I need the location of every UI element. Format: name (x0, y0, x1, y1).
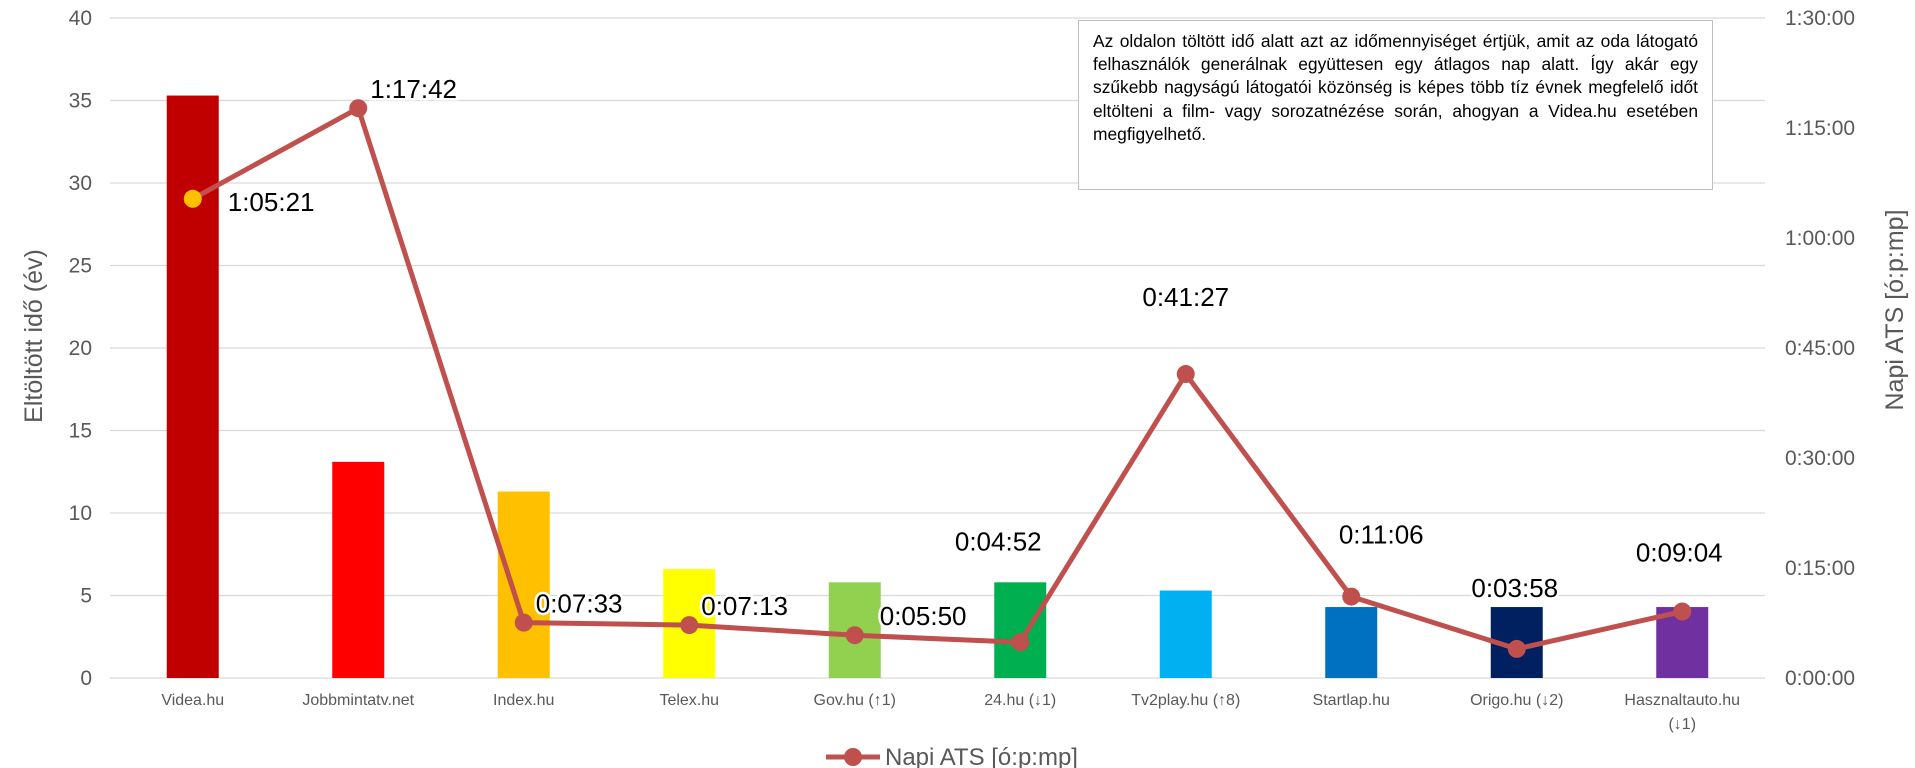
line-marker (680, 616, 699, 635)
line-marker (1507, 639, 1526, 658)
line-marker (349, 99, 368, 118)
legend-marker-swatch (844, 748, 862, 766)
data-label: 0:04:52 (955, 526, 1042, 556)
y-tick-label: 30 (69, 172, 92, 195)
x-tick-label: Origo.hu (↓2) (1470, 692, 1563, 709)
y-tick-label: 20 (69, 337, 92, 360)
data-label: 1:17:42 (370, 74, 457, 104)
bar (332, 461, 385, 678)
data-label: 0:09:04 (1636, 538, 1723, 568)
data-label: 0:07:13 (701, 591, 788, 621)
y2-axis-title: Napi ATS [ó:p:mp] (1881, 209, 1909, 410)
line-marker (1342, 587, 1361, 606)
x-axis-labels: Videa.hu Jobbmintatv.net Index.hu Telex.hu G… (161, 692, 1740, 733)
line-marker (514, 613, 533, 632)
x-tick-label: Videa.hu (161, 692, 224, 709)
x-tick-label: 24.hu (↓1) (984, 692, 1056, 709)
data-label: 0:41:27 (1142, 282, 1229, 312)
x-tick-label: Jobbmintatv.net (302, 692, 414, 709)
data-label: 0:03:58 (1471, 573, 1558, 603)
ats-line-series (183, 99, 1692, 658)
y2-tick-label: 1:00:00 (1785, 227, 1855, 250)
y2-tick-label: 1:30:00 (1785, 7, 1855, 30)
annotation-note: Az oldalon töltött idő alatt azt az időm… (1078, 20, 1713, 190)
y-tick-label: 10 (69, 502, 92, 525)
x-tick-label: Telex.hu (659, 692, 719, 709)
data-label: 0:11:06 (1339, 520, 1424, 550)
line-marker (845, 626, 864, 645)
y-tick-label: 25 (69, 255, 92, 278)
y-tick-label: 5 (80, 585, 92, 608)
y-axis-ticks: 0 5 10 15 20 25 30 35 40 (69, 7, 92, 690)
line-marker (183, 189, 202, 208)
y2-tick-label: 1:15:00 (1785, 117, 1855, 140)
legend: Napi ATS [ó:p:mp] (826, 744, 1078, 768)
y-axis-title: Eltöltött idő (év) (20, 249, 48, 423)
y2-tick-label: 0:30:00 (1785, 447, 1855, 470)
y-tick-label: 0 (80, 667, 92, 690)
x-tick-label: Hasznaltauto.hu (↓1) (1624, 692, 1740, 733)
y-tick-label: 35 (69, 90, 92, 113)
line-path (191, 105, 1683, 652)
y2-tick-label: 0:45:00 (1785, 337, 1855, 360)
bar (497, 491, 550, 678)
data-label: 1:05:21 (228, 187, 315, 217)
y-tick-label: 15 (69, 420, 92, 443)
y2-tick-label: 0:15:00 (1785, 557, 1855, 580)
x-tick-label: Startlap.hu (1313, 692, 1390, 709)
y-tick-label: 40 (69, 7, 92, 30)
bar (1325, 607, 1378, 678)
y2-tick-label: 0:00:00 (1785, 667, 1855, 690)
gridlines (110, 17, 1765, 679)
bar (1159, 590, 1212, 678)
x-tick-label: Gov.hu (↑1) (814, 692, 896, 709)
data-label: 0:07:33 (536, 589, 623, 619)
bar (994, 582, 1047, 678)
x-tick-label: Tv2play.hu (↑8) (1131, 692, 1240, 709)
data-label: 0:05:50 (880, 601, 967, 631)
line-marker (1011, 633, 1030, 652)
x-tick-label: Index.hu (493, 692, 554, 709)
y2-axis-ticks: 0:00:00 0:15:00 0:30:00 0:45:00 1:00:00 1:15:… (1785, 7, 1855, 690)
bar (166, 95, 219, 679)
legend-label: Napi ATS [ó:p:mp] (885, 744, 1078, 768)
line-marker (1673, 602, 1692, 621)
line-marker (1176, 365, 1195, 384)
data-labels: 1:05:21 1:17:42 0:07:33 0:07:13 0:05:50 0:04:… (225, 72, 1725, 634)
